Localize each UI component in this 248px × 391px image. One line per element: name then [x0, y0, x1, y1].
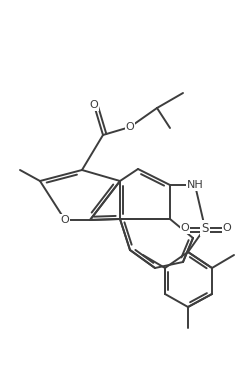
Text: O: O [126, 122, 134, 132]
Text: O: O [181, 223, 189, 233]
Text: S: S [201, 221, 209, 235]
Text: NH: NH [187, 180, 203, 190]
Text: O: O [61, 215, 69, 225]
Text: O: O [90, 100, 98, 110]
Text: O: O [223, 223, 231, 233]
